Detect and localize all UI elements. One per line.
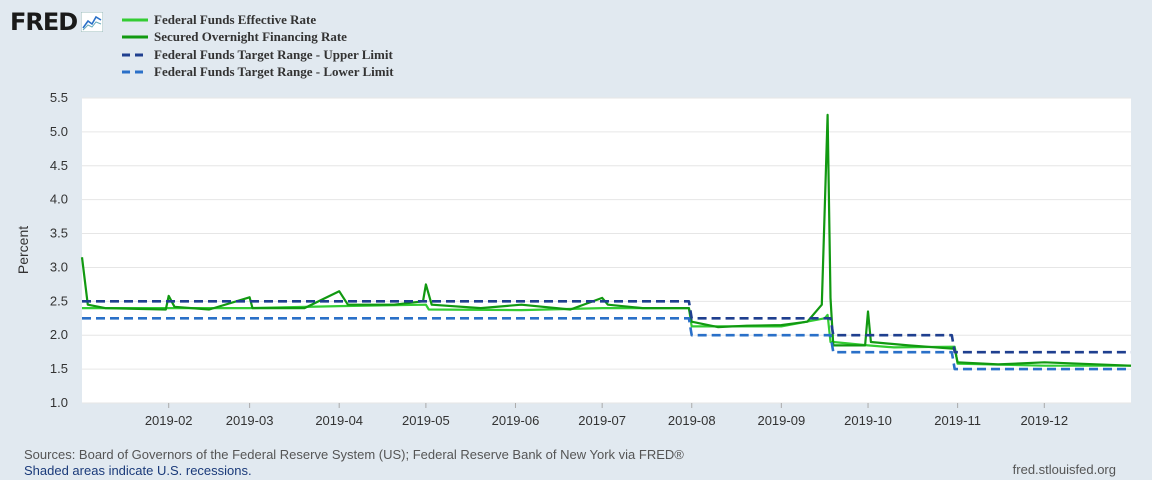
legend-item-lower: Federal Funds Target Range - Lower Limit [122, 64, 394, 82]
y-tick-labels: 1.0 1.5 2.0 2.5 3.0 3.5 4.0 4.5 5.0 5.5 [50, 90, 68, 410]
x-tick-label: 2019-12 [1020, 413, 1068, 428]
x-tick-label: 2019-08 [668, 413, 716, 428]
x-tick-label: 2019-07 [578, 413, 626, 428]
legend-swatch-sofr [122, 35, 148, 39]
x-tick-label: 2019-05 [402, 413, 450, 428]
y-tick-label: 5.5 [50, 90, 68, 105]
legend-label-effr: Federal Funds Effective Rate [154, 11, 317, 27]
series-lines [80, 113, 1132, 371]
gridlines [82, 97, 1131, 404]
y-tick-label: 1.5 [50, 361, 68, 376]
y-axis-label: Percent [15, 226, 31, 274]
x-tick-label: 2019-04 [315, 413, 363, 428]
legend-swatch-effr [122, 18, 148, 22]
legend-item-effr: Federal Funds Effective Rate [122, 11, 394, 29]
legend-item-sofr: Secured Overnight Financing Rate [122, 29, 394, 47]
legend-item-upper: Federal Funds Target Range - Upper Limit [122, 46, 394, 64]
y-tick-label: 4.5 [50, 158, 68, 173]
legend-label-lower: Federal Funds Target Range - Lower Limit [154, 64, 394, 80]
footer-sources: Sources: Board of Governors of the Feder… [24, 447, 684, 479]
legend-swatch-upper [122, 53, 148, 57]
series-federal-funds-target-range-upper-limit [82, 299, 1131, 354]
y-tick-label: 4.0 [50, 192, 68, 207]
x-tick-label: 2019-03 [226, 413, 274, 428]
x-tick-label: 2019-09 [757, 413, 805, 428]
site-url[interactable]: fred.stlouisfed.org [1012, 462, 1116, 477]
fred-chart-icon [81, 12, 104, 32]
x-tick-label: 2019-10 [844, 413, 892, 428]
y-tick-label: 2.0 [50, 327, 68, 342]
y-tick-label: 3.5 [50, 226, 68, 241]
legend-label-sofr: Secured Overnight Financing Rate [154, 29, 347, 45]
y-tick-label: 3.0 [50, 259, 68, 274]
y-tick-label: 1.0 [50, 395, 68, 410]
x-tick-label: 2019-06 [492, 413, 540, 428]
sources-text: Sources: Board of Governors of the Feder… [24, 447, 684, 462]
recession-note: Shaded areas indicate U.S. recessions. [24, 463, 252, 478]
x-tick-label: 2019-02 [145, 413, 193, 428]
legend-swatch-lower [122, 70, 148, 74]
legend-label-upper: Federal Funds Target Range - Upper Limit [154, 46, 393, 62]
logo-text: FRED [10, 8, 78, 36]
legend: Federal Funds Effective Rate Secured Ove… [122, 11, 394, 81]
fred-logo[interactable]: FRED [10, 8, 104, 36]
x-tick-label: 2019-11 [934, 413, 981, 428]
plot-area [82, 98, 1131, 403]
y-tick-label: 5.0 [50, 124, 68, 139]
y-tick-label: 2.5 [50, 293, 68, 308]
series-federal-funds-target-range-lower-limit [82, 316, 1131, 371]
x-tick-labels: 2019-02 2019-03 2019-04 2019-05 2019-06 2019-… [145, 403, 1068, 428]
